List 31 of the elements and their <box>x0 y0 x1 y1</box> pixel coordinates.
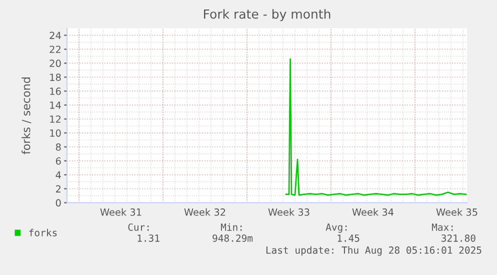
y-tick-label: 8 <box>56 143 61 151</box>
y-tick-label: 16 <box>50 88 61 95</box>
y-tick-label: 12 <box>50 115 60 123</box>
y-tick-label: 18 <box>50 74 61 81</box>
y-tick-label: 20 <box>50 60 61 68</box>
y-tick-label: 22 <box>50 46 60 53</box>
y-tick-label: 24 <box>50 32 61 39</box>
text: 1.31 <box>138 234 160 242</box>
text: 948.29m <box>212 234 253 242</box>
y-tick-label: 6 <box>56 157 61 165</box>
x-tick-label: Week 34 <box>352 208 394 216</box>
line-series <box>285 58 467 196</box>
x-tick-label: Week 32 <box>184 208 226 216</box>
text: Max: <box>432 224 453 231</box>
x-tick-label: Week 33 <box>268 208 310 216</box>
text: Min: <box>220 223 242 231</box>
y-tick-label: 4 <box>56 171 61 178</box>
y-tick-label: 14 <box>50 102 61 109</box>
y-axis-title: forks / second <box>22 78 32 154</box>
text: Cur: <box>128 223 149 231</box>
y-tick-label: 10 <box>50 129 61 137</box>
x-tick-label: Week 31 <box>100 208 142 216</box>
text: Last update: Thu Aug 28 05:16:01 2025 <box>266 246 482 256</box>
text: 1.45 <box>338 234 360 242</box>
text: 321.80 <box>442 234 476 242</box>
x-tick-label: Week 35 <box>436 208 478 216</box>
chart-title: Fork rate - by month <box>204 9 330 22</box>
y-tick-label: 0 <box>56 199 61 207</box>
legend-label: forks <box>29 228 57 236</box>
text: Avg: <box>326 224 347 233</box>
y-tick-label: 2 <box>56 185 60 192</box>
